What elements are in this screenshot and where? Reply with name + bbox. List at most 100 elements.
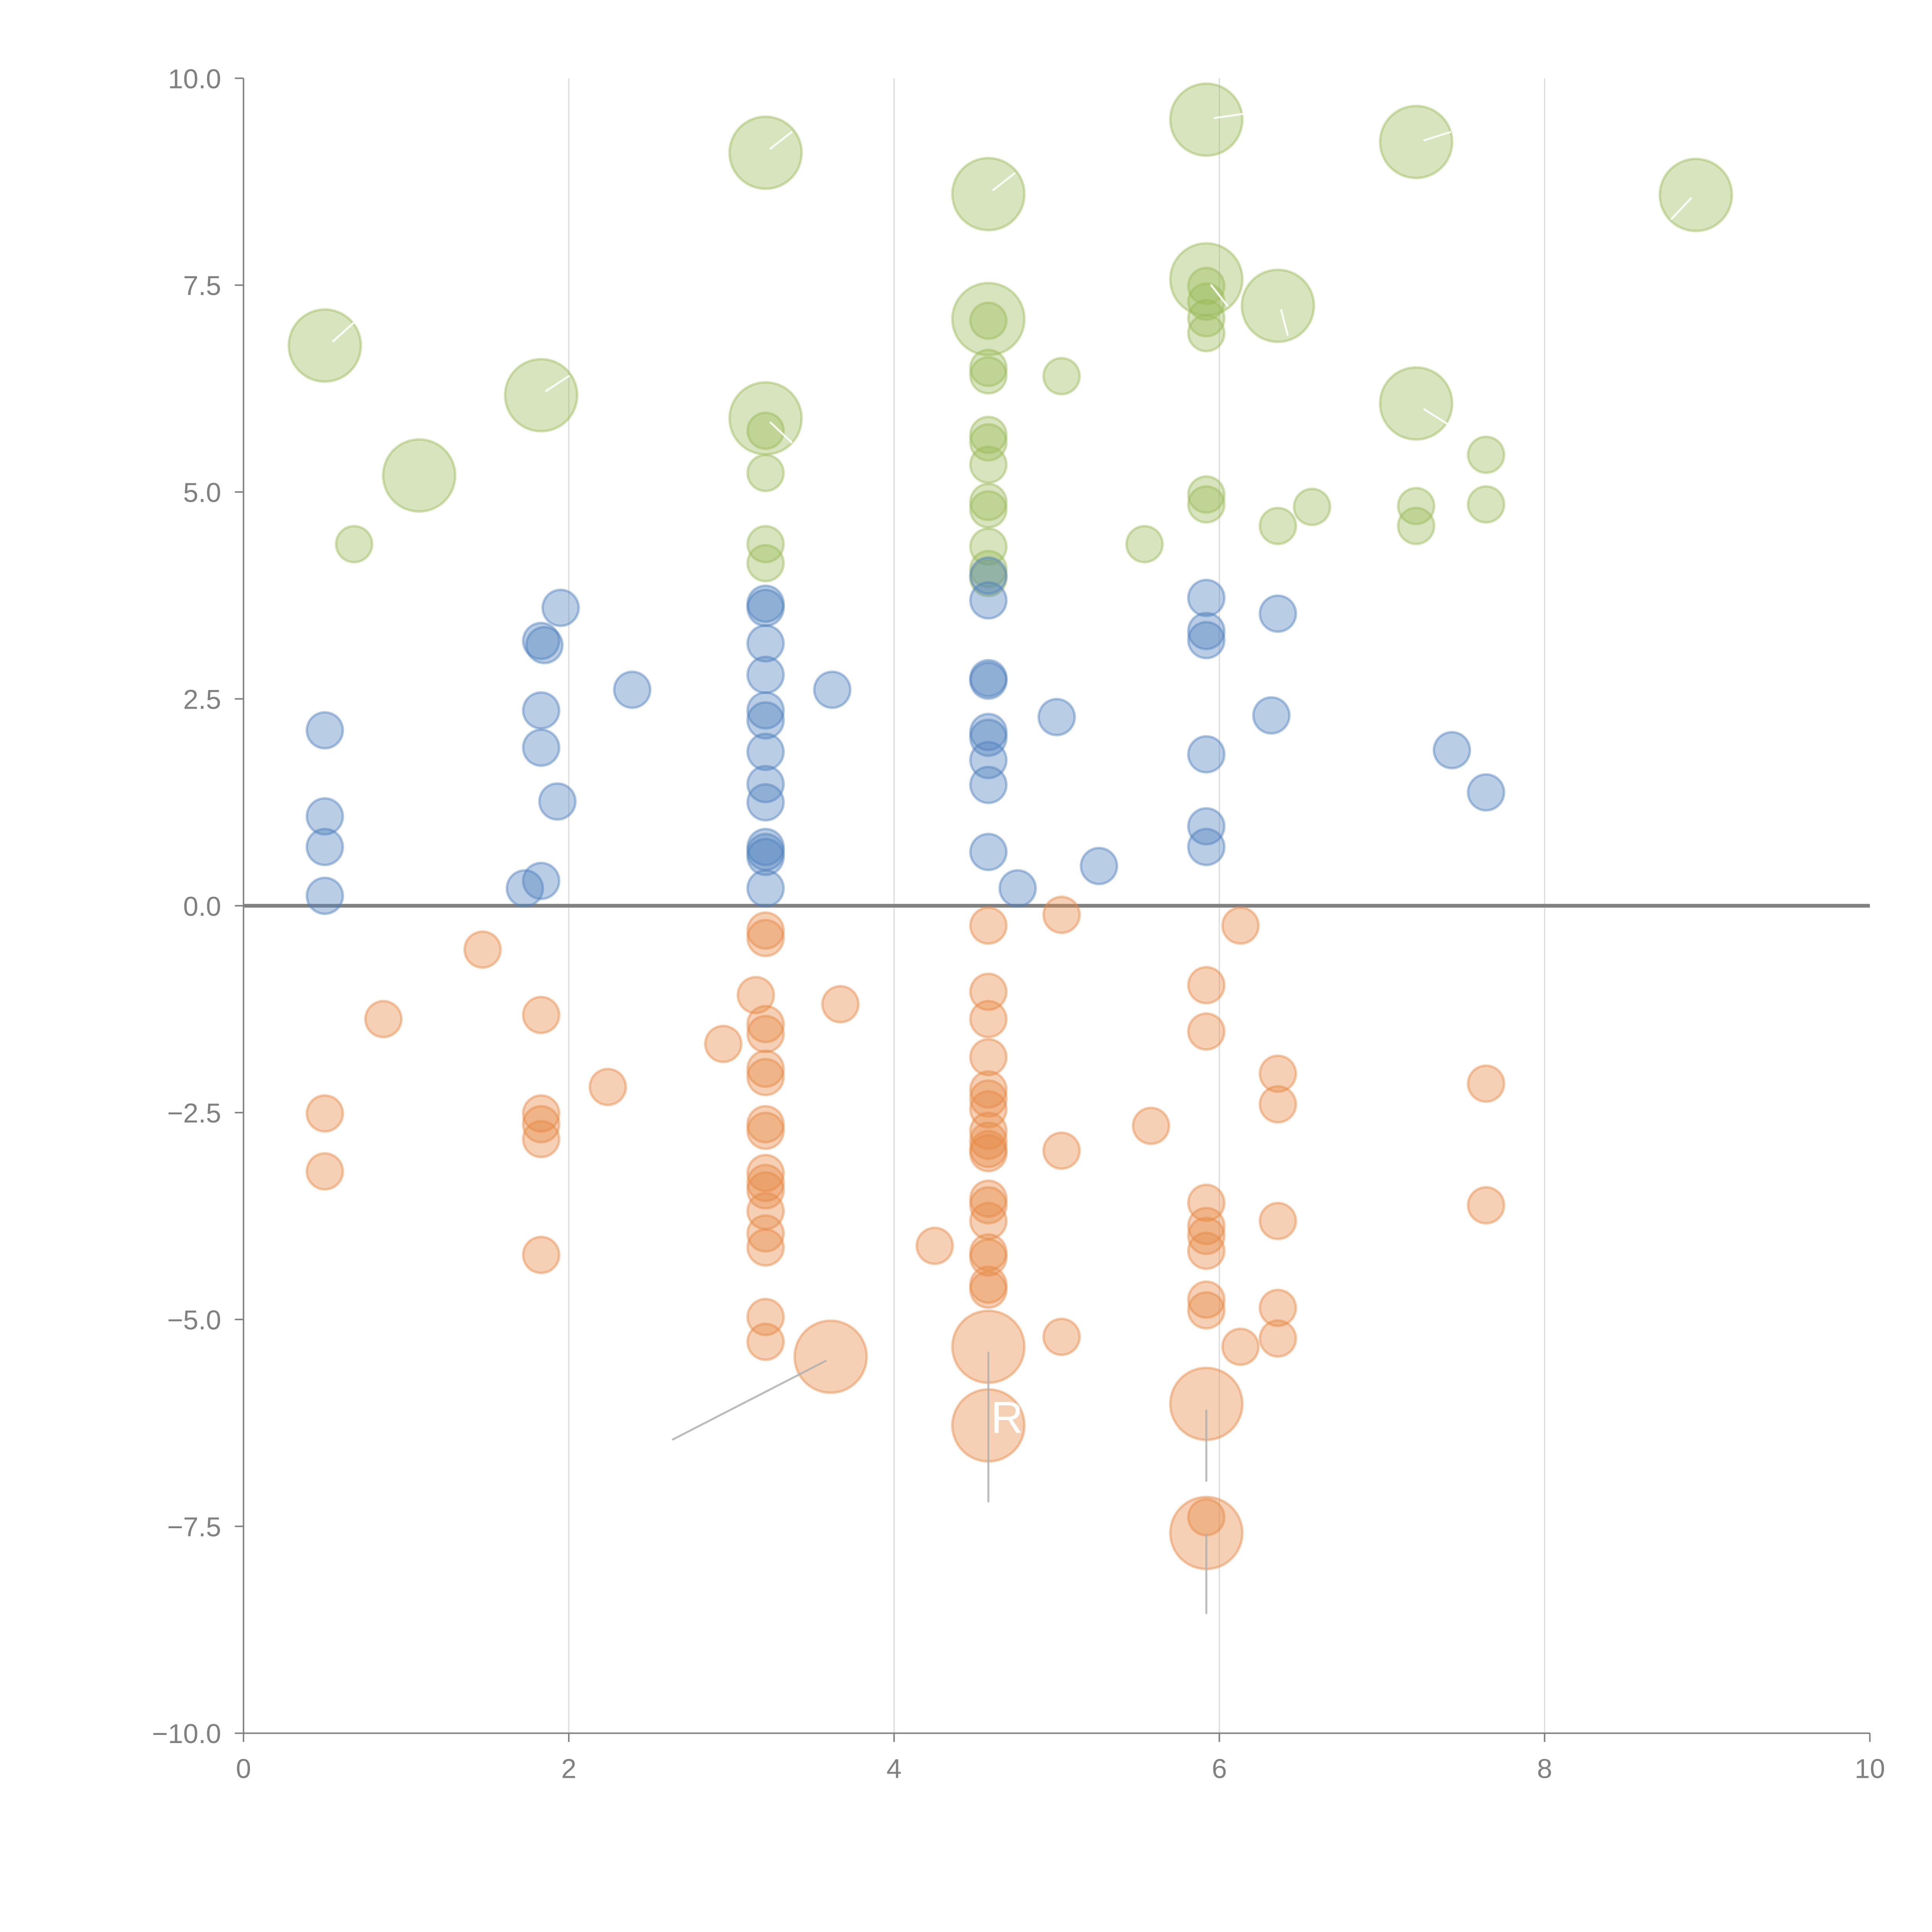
data-point-orange [969,1121,1008,1160]
data-point-green [1467,435,1505,474]
data-point-orange [1042,1317,1081,1356]
annotation-leader-line [769,131,793,150]
data-point-green [969,483,1008,521]
data-point-orange [704,1024,743,1063]
data-point-orange [969,1079,1008,1118]
data-point-orange [746,1298,785,1337]
data-point-blue [746,732,785,771]
data-point-green [1042,357,1081,396]
data-point-green [969,349,1008,387]
data-point-orange [1467,1186,1505,1225]
data-point-green [746,454,785,492]
x-tick-label: 6 [1212,1753,1227,1784]
data-point-orange [1187,1206,1226,1245]
data-point-green [969,445,1008,484]
series-green [287,82,1733,597]
data-point-orange [969,1070,1008,1109]
data-point-orange [746,1153,785,1192]
data-point-orange [1259,1085,1297,1124]
data-point-green [969,559,1008,597]
y-tick-label: −7.5 [167,1512,221,1542]
data-point-orange [1221,906,1260,945]
data-point-orange [746,1111,785,1150]
annotation-leader-line [545,375,570,392]
data-point-green [746,525,785,564]
data-point-green [1125,525,1164,564]
y-tick-label: −10.0 [152,1718,221,1749]
data-point-orange [1187,1498,1226,1537]
y-tick-label: 2.5 [183,684,221,714]
data-point-orange [969,1233,1008,1272]
data-point-green [1187,267,1226,305]
data-point-blue [746,624,785,663]
y-tick-label: −5.0 [167,1305,221,1335]
y-tick-label: 5.0 [183,477,221,508]
data-point-orange [746,1163,785,1202]
data-point-green [969,356,1008,395]
data-point-green [504,358,578,433]
data-point-orange [1259,1288,1297,1327]
data-point-orange [746,1214,785,1253]
data-point-green [335,525,374,564]
annotation-leader-line [332,321,355,343]
data-point-orange [969,1000,1008,1039]
annotation-leader-line [672,1360,827,1440]
data-points [287,82,1733,1570]
data-point-blue [969,765,1008,804]
data-point-blue [969,741,1008,779]
data-point-orange [463,930,502,969]
data-point-blue [746,584,785,623]
data-point-orange [969,1038,1008,1077]
data-point-orange [746,1322,785,1361]
data-point-orange [588,1068,627,1106]
annotation-label: R [991,1392,1023,1442]
data-point-blue [613,670,652,709]
x-tick-label: 4 [886,1753,901,1784]
data-point-orange [969,1265,1008,1304]
data-point-blue [746,833,785,871]
data-point-orange [1259,1054,1297,1093]
data-point-blue [969,556,1008,595]
y-ticks: 10.0 7.5 5.0 2.5 0.0 −2.5 −5.0 −7.5 −10.0 [152,63,244,1749]
data-point-blue [746,691,785,730]
data-point-orange [1221,1327,1260,1366]
annotation-leader-line [1210,284,1229,307]
data-point-blue [305,876,344,915]
data-point-green [728,115,803,190]
data-point-orange [969,1179,1008,1218]
data-point-orange [1259,1319,1297,1358]
data-point-green [1187,475,1226,514]
data-point-green [1187,314,1226,352]
data-point-blue [813,670,852,709]
annotation-leader-line [1423,408,1451,427]
data-point-blue [305,711,344,750]
data-point-blue [1259,594,1297,633]
x-tick-label: 8 [1537,1753,1552,1784]
data-point-green [1658,158,1733,232]
data-point-orange [1467,1064,1505,1103]
data-point-blue [522,621,561,660]
annotation-leader-line [1280,309,1289,336]
data-point-orange [969,1186,1008,1225]
x-tick-label: 0 [236,1753,251,1784]
data-point-orange [1132,1106,1170,1145]
data-point-orange [746,1058,785,1097]
data-point-blue [746,828,785,866]
data-point-green [951,156,1026,231]
data-point-orange [969,1134,1008,1173]
series-orange [305,895,1505,1570]
data-point-green [969,415,1008,454]
data-point-orange [746,1015,785,1053]
data-point-green [1169,82,1244,157]
data-point-blue [1080,847,1118,886]
data-point-green [1187,485,1226,524]
data-point-blue [1467,773,1505,812]
data-point-green [969,423,1008,462]
data-point-green [1259,507,1297,545]
data-point-orange [821,985,860,1024]
data-point-orange [915,1226,954,1265]
data-point-blue [746,837,785,876]
data-point-green [382,438,457,513]
data-point-blue [541,588,580,627]
data-point-orange [746,1228,785,1267]
